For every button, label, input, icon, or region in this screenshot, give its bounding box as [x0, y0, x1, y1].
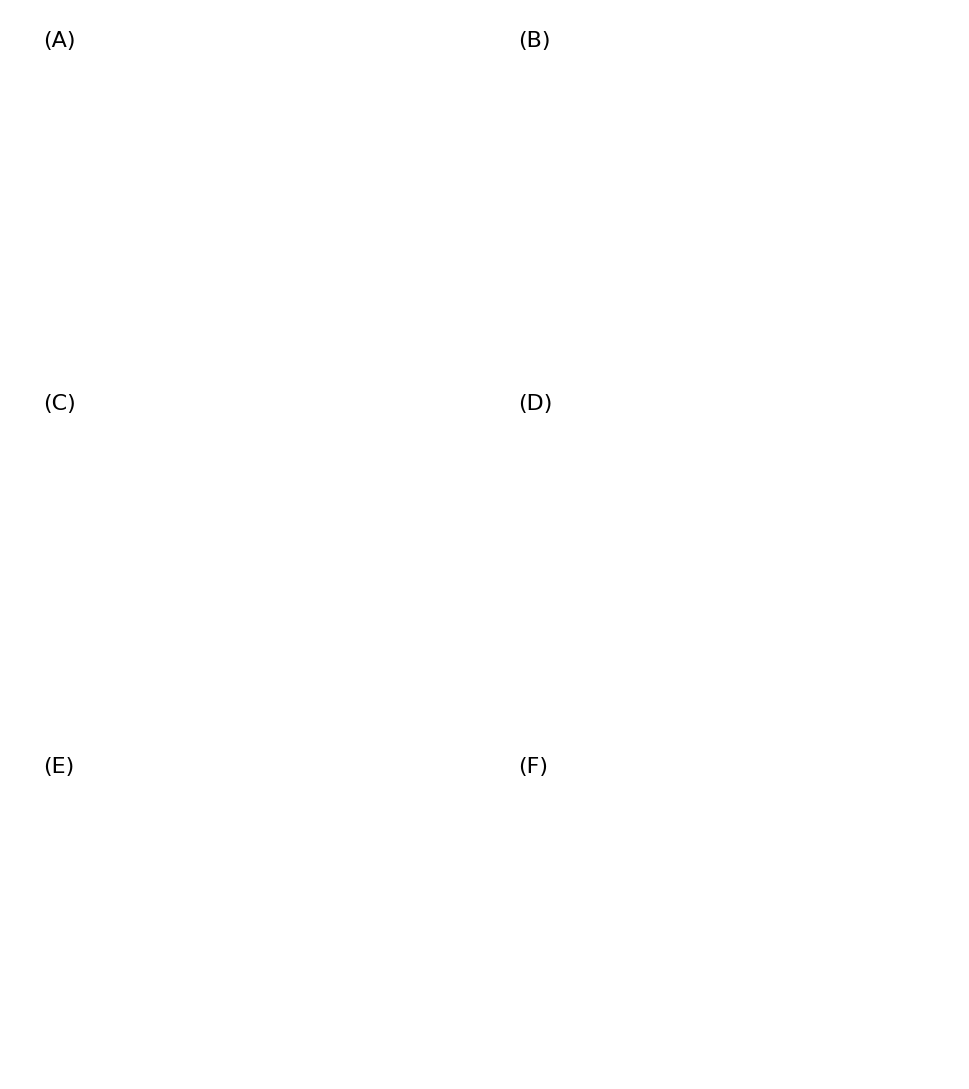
Text: Panel (A)
Molecular Structure: Panel (A) Molecular Structure: [194, 191, 329, 221]
Text: Panel (D)
Molecular Structure: Panel (D) Molecular Structure: [669, 554, 804, 584]
Text: (B): (B): [518, 30, 550, 50]
Text: Panel (E)
Molecular Structure: Panel (E) Molecular Structure: [194, 917, 329, 947]
Text: (F): (F): [518, 757, 548, 776]
Text: Panel (B)
Molecular Structure: Panel (B) Molecular Structure: [669, 191, 804, 221]
Text: (D): (D): [518, 393, 552, 414]
Text: (A): (A): [44, 30, 76, 50]
Text: Panel (F)
Molecular Structure: Panel (F) Molecular Structure: [669, 917, 804, 947]
Text: Panel (C)
Molecular Structure: Panel (C) Molecular Structure: [194, 554, 329, 584]
Text: (C): (C): [44, 393, 76, 414]
Text: (E): (E): [44, 757, 75, 776]
